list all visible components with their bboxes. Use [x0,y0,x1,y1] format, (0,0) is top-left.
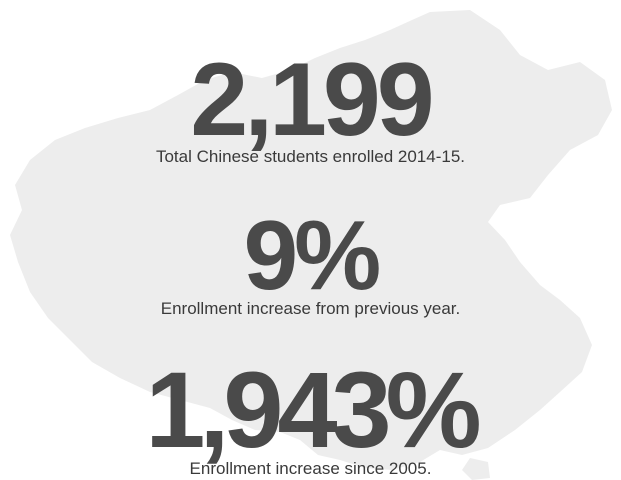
stat-increase-since-2005: 1,943% Enrollment increase since 2005. [0,356,621,479]
stat-value: 1,943% [145,349,481,470]
stat-yearly-increase: 9% Enrollment increase from previous yea… [0,206,621,319]
stat-total-students: 2,199 Total Chinese students enrolled 20… [0,48,621,167]
stat-caption: Enrollment increase since 2005. [189,459,432,478]
stat-caption: Enrollment increase from previous year. [160,299,461,318]
stat-caption: Total Chinese students enrolled 2014-15. [155,147,466,166]
stat-value: 2,199 [190,42,434,158]
stat-value: 9% [243,200,382,310]
